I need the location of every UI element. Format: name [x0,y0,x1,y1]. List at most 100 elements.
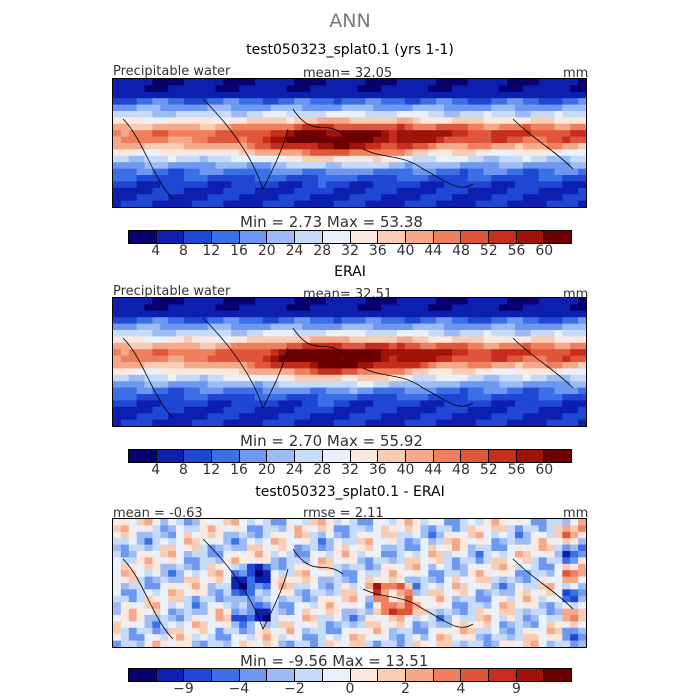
colorbar-swatch [378,669,406,681]
colorbar-swatch [488,669,517,681]
colorbar-swatch [516,231,545,243]
colorbar-tick-label: 52 [479,243,498,259]
colorbar-swatch [267,231,296,243]
colorbar-tick-label: 56 [507,462,526,478]
colorbar-swatch [350,669,379,681]
colorbar-swatch [239,450,268,462]
colorbar-swatch [405,231,434,243]
panel2-colorbar-ticks: 4 8 12 16 20 24 28 32 36 40 44 48 52 56 60 [128,462,572,480]
panel3-colorbar [128,668,572,682]
colorbar-tick-label: 8 [179,243,188,259]
panel1-colorbar-ticks: 4 8 12 16 20 24 28 32 36 40 44 48 52 56 60 [128,243,572,261]
colorbar-swatch [322,669,351,681]
colorbar-swatch [212,231,240,243]
colorbar-tick-label: 28 [313,462,332,478]
panel2-colorbar [128,449,572,463]
colorbar-swatch [461,231,489,243]
colorbar-tick-label: 20 [257,462,276,478]
colorbar-tick-label: 4 [151,243,161,259]
panel1-field [113,79,586,207]
colorbar-swatch [405,669,434,681]
panel2-minmax-label: Min = 2.70 Max = 55.92 [240,432,423,450]
colorbar-swatch [433,669,462,681]
colorbar-tick-label: 32 [341,462,359,478]
colorbar-swatch [516,450,545,462]
panel1-mean-label: mean= 32.05 [303,66,393,81]
colorbar-swatch [184,669,213,681]
colorbar-swatch [295,669,323,681]
colorbar-swatch [433,231,462,243]
colorbar-tick-label: 60 [535,243,554,259]
colorbar-swatch [322,231,351,243]
colorbar-swatch [350,231,379,243]
panel1-units-label: mm [563,66,589,81]
colorbar-swatch [295,231,323,243]
colorbar-tick-label: 40 [396,462,415,478]
panel1-title: test050323_splat0.1 (yrs 1-1) [246,42,454,58]
colorbar-tick-label: 0 [345,681,355,697]
colorbar-swatch [239,669,268,681]
colorbar-swatch [461,669,489,681]
colorbar-swatch [461,450,489,462]
colorbar-swatch [378,450,406,462]
colorbar-tick-label: 16 [230,462,248,478]
colorbar-swatch [378,231,406,243]
colorbar-tick-label: 24 [285,243,304,259]
colorbar-tick-label: 36 [368,243,387,259]
colorbar-swatch [156,450,185,462]
colorbar-swatch [267,450,296,462]
panel2-variable-label: Precipitable water [113,284,231,299]
colorbar-swatch [129,669,157,681]
panel1-colorbar [128,230,572,244]
colorbar-swatch [295,450,323,462]
colorbar-tick-label: 12 [202,462,221,478]
colorbar-swatch [212,450,240,462]
colorbar-tick-label: 20 [257,243,276,259]
colorbar-tick-label: 44 [424,243,443,259]
panel2-field [113,298,586,426]
panel3-colorbar-ticks: −9 −4 −2 0 2 4 9 [128,681,572,699]
colorbar-tick-label: 48 [452,462,470,478]
colorbar-tick-label: 8 [179,462,188,478]
colorbar-tick-label: 36 [368,462,387,478]
panel3-rmse-label: rmse = 2.11 [303,506,384,521]
panel3-mean-label: mean = -0.63 [113,506,203,521]
colorbar-swatch [129,450,157,462]
panel1-variable-label: Precipitable water [113,64,231,79]
colorbar-tick-label: 12 [202,243,221,259]
panel3-map [112,518,587,648]
colorbar-tick-label: 24 [285,462,304,478]
panel3-field [113,519,586,647]
colorbar-tick-label: 4 [151,462,161,478]
panel2-title: ERAI [334,264,366,280]
colorbar-tick-label: 32 [341,243,359,259]
colorbar-tick-label: 28 [313,243,332,259]
colorbar-tick-label: 56 [507,243,526,259]
colorbar-tick-label: 4 [456,681,466,697]
colorbar-tick-label: −2 [284,681,305,697]
panel3-units-label: mm [563,506,589,521]
colorbar-swatch [544,450,571,462]
colorbar-tick-label: 2 [401,681,410,697]
colorbar-tick-label: 60 [535,462,554,478]
colorbar-tick-label: −9 [173,681,194,697]
colorbar-swatch [405,450,434,462]
colorbar-tick-label: 48 [452,243,470,259]
colorbar-swatch [184,450,213,462]
colorbar-tick-label: 52 [479,462,498,478]
colorbar-swatch [129,231,157,243]
colorbar-swatch [156,669,185,681]
colorbar-tick-label: −4 [228,681,250,697]
colorbar-swatch [267,669,296,681]
colorbar-tick-label: 9 [512,681,521,697]
panel2-map [112,297,587,427]
colorbar-tick-label: 16 [230,243,248,259]
colorbar-swatch [184,231,213,243]
colorbar-swatch [322,450,351,462]
colorbar-tick-label: 40 [396,243,415,259]
colorbar-swatch [516,669,545,681]
colorbar-swatch [488,231,517,243]
colorbar-swatch [212,669,240,681]
colorbar-swatch [544,231,571,243]
colorbar-swatch [350,450,379,462]
